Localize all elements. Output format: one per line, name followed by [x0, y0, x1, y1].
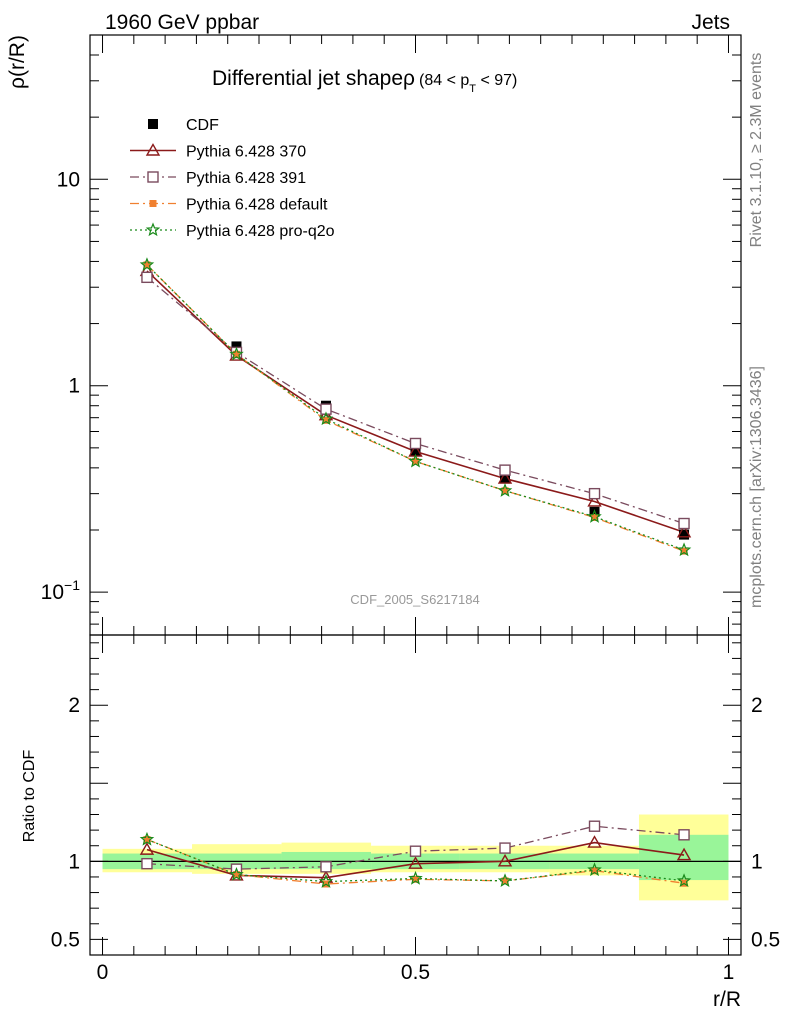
- ratio-point-pythia-6-428-391: [588, 820, 601, 832]
- ratio-point-pythia-6-428-pro-q2o: [676, 873, 692, 888]
- point-pythia-6-428-370: [587, 494, 602, 507]
- point-pythia-6-428-pro-q2o: [676, 542, 692, 557]
- legend-marker-pythia-6-428-370: [145, 143, 161, 156]
- point-pythia-6-428-default: [322, 416, 330, 424]
- ratio-series-markers: [139, 820, 692, 888]
- ratio-point-pythia-6-428-370: [408, 856, 423, 869]
- point-pythia-6-428-default: [680, 547, 688, 555]
- ratio-point-pythia-6-428-pro-q2o: [318, 873, 334, 888]
- point-pythia-6-428-pro-q2o: [408, 453, 423, 468]
- point-pythia-6-428-391: [409, 437, 422, 450]
- point-pythia-6-428-370: [497, 471, 513, 484]
- ratio-plot-panel: 2 21 10.5 0.5 0 0.5 1 Ratio to CDF r/R: [21, 634, 780, 1011]
- chart-title-range-open: (84 < p: [419, 72, 469, 89]
- x-tick-label: 0: [97, 961, 109, 984]
- main-y-tick-label-exponent: −1: [64, 577, 80, 593]
- point-pythia-6-428-391: [678, 517, 690, 530]
- legend-marker-cdf: [148, 119, 158, 129]
- point-pythia-6-428-391: [141, 271, 153, 284]
- x-tick-labels: 0 0.5 1: [97, 961, 735, 984]
- point-cdf: [500, 473, 511, 484]
- ratio-point-pythia-6-428-pro-q2o: [229, 866, 244, 881]
- point-pythia-6-428-default: [232, 350, 240, 358]
- point-pythia-6-428-370: [676, 524, 692, 538]
- ratio-point-pythia-6-428-391: [678, 829, 690, 841]
- point-pythia-6-428-391: [499, 464, 511, 476]
- ratio-y-axis-label: Ratio to CDF: [21, 750, 38, 843]
- ratio-y-tick-labels: 2 2 1 1 0.5 0.5: [51, 694, 780, 951]
- legend-marker-pythia-6-428-default: [149, 200, 157, 207]
- ratio-point-pythia-6-428-370: [587, 835, 602, 848]
- point-pythia-6-428-default: [143, 261, 151, 269]
- x-tick-label: 1: [723, 961, 735, 984]
- ratio-y-tick-label-right: 2: [751, 694, 763, 717]
- point-pythia-6-428-391: [588, 487, 601, 500]
- point-pythia-6-428-pro-q2o: [497, 483, 513, 497]
- legend-label-pythia-6-428-391: Pythia 6.428 391: [186, 170, 306, 187]
- source-text: mcplots.cern.ch [arXiv:1306.3436]: [748, 366, 765, 608]
- ratio-point-pythia-6-428-370: [139, 842, 155, 855]
- main-y-tick-label: 1: [68, 375, 80, 398]
- legend-marker-pythia-6-428-391: [147, 171, 159, 183]
- main-y-tick-label: 10−1: [41, 577, 81, 604]
- ratio-point-pythia-6-428-default: [232, 871, 240, 879]
- main-axis-ticks: [90, 34, 741, 635]
- chart-title-range-close: < 97): [476, 72, 517, 89]
- x-axis-label: r/R: [713, 988, 741, 1011]
- ratio-y-tick-label-left: 2: [68, 694, 80, 717]
- point-pythia-6-428-default: [501, 487, 509, 495]
- chart-title-range: (84 < pT < 97): [419, 72, 517, 95]
- ratio-band-inner: [281, 851, 372, 870]
- ratio-point-pythia-6-428-default: [143, 835, 151, 843]
- point-cdf: [410, 445, 421, 456]
- main-y-tick-label: 10: [57, 168, 80, 191]
- ratio-axis-ticks: [90, 635, 741, 956]
- ratio-point-pythia-6-428-370: [676, 847, 692, 861]
- legend-label-pythia-6-428-default: Pythia 6.428 default: [186, 197, 328, 214]
- point-cdf: [679, 529, 690, 540]
- ratio-point-pythia-6-428-391: [499, 842, 511, 854]
- ratio-point-pythia-6-428-default: [501, 877, 509, 885]
- point-pythia-6-428-pro-q2o: [139, 257, 155, 272]
- ratio-y-tick-label-left: 0.5: [51, 928, 80, 951]
- ratio-point-pythia-6-428-391: [141, 857, 153, 870]
- ratio-band-inner: [638, 834, 729, 881]
- ratio-point-pythia-6-428-default: [591, 867, 599, 875]
- chart-title: Differential jet shapeρ: [212, 67, 415, 90]
- ratio-point-pythia-6-428-pro-q2o: [408, 870, 423, 885]
- point-pythia-6-428-pro-q2o: [318, 411, 334, 426]
- analysis-watermark: CDF_2005_S6217184: [350, 592, 479, 607]
- legend: CDF Pythia 6.428 370 Pythia 6.428 391 Pythi…: [130, 117, 335, 240]
- legend-marker-pythia-6-428-pro-q2o: [145, 222, 161, 237]
- rivet-version-text: Rivet 3.1.10, ≥ 2.3M events: [748, 53, 765, 248]
- ratio-point-pythia-6-428-pro-q2o: [497, 873, 513, 888]
- ratio-point-pythia-6-428-pro-q2o: [139, 831, 155, 846]
- ratio-point-pythia-6-428-default: [412, 875, 419, 883]
- ratio-point-pythia-6-428-391: [409, 845, 422, 857]
- ratio-y-tick-label-right: 0.5: [751, 928, 780, 951]
- header-right: Jets: [691, 11, 730, 34]
- ratio-point-pythia-6-428-pro-q2o: [587, 862, 602, 877]
- point-pythia-6-428-pro-q2o: [229, 346, 244, 361]
- point-pythia-6-428-pro-q2o: [587, 509, 602, 523]
- ratio-y-tick-label-right: 1: [751, 850, 763, 873]
- legend-label-cdf: CDF: [186, 117, 219, 134]
- point-cdf: [231, 341, 242, 352]
- point-pythia-6-428-default: [591, 513, 599, 521]
- ratio-point-pythia-6-428-391: [320, 861, 332, 873]
- x-tick-label: 0.5: [401, 961, 430, 984]
- chart-title-range-sub: T: [469, 83, 476, 95]
- point-pythia-6-428-default: [412, 457, 419, 465]
- ratio-y-tick-label-left: 1: [68, 850, 80, 873]
- main-y-axis-label: ρ(r/R): [6, 35, 29, 89]
- header-left: 1960 GeV ppbar: [105, 11, 259, 34]
- legend-label-pythia-6-428-370: Pythia 6.428 370: [186, 144, 306, 161]
- legend-label-pythia-6-428-pro-q2o: Pythia 6.428 pro-q2o: [186, 223, 335, 240]
- main-y-tick-label-base: 10: [41, 581, 64, 604]
- ratio-point-pythia-6-428-370: [497, 853, 513, 867]
- main-series-markers: [139, 257, 692, 557]
